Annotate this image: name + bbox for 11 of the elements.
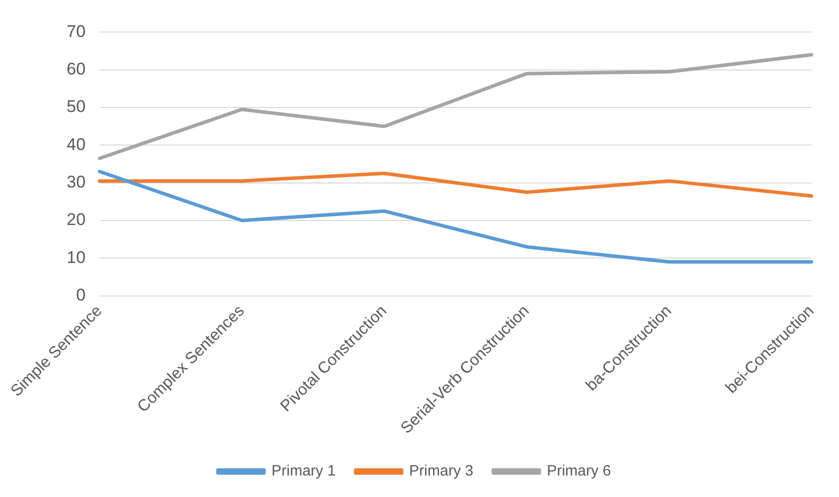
y-tick-label: 20 xyxy=(66,210,86,230)
y-tick-label: 70 xyxy=(66,22,86,41)
y-tick-label: 50 xyxy=(66,97,86,116)
legend-label: Primary 6 xyxy=(546,462,612,480)
y-tick-label: 60 xyxy=(66,60,86,79)
y-tick-label: 30 xyxy=(66,172,86,192)
y-tick-label: 40 xyxy=(66,134,86,154)
legend-label: Primary 3 xyxy=(409,462,474,480)
y-tick-label: 10 xyxy=(66,248,86,267)
y-tick-label: 0 xyxy=(76,285,86,304)
legend-label: Primary 1 xyxy=(271,462,336,480)
